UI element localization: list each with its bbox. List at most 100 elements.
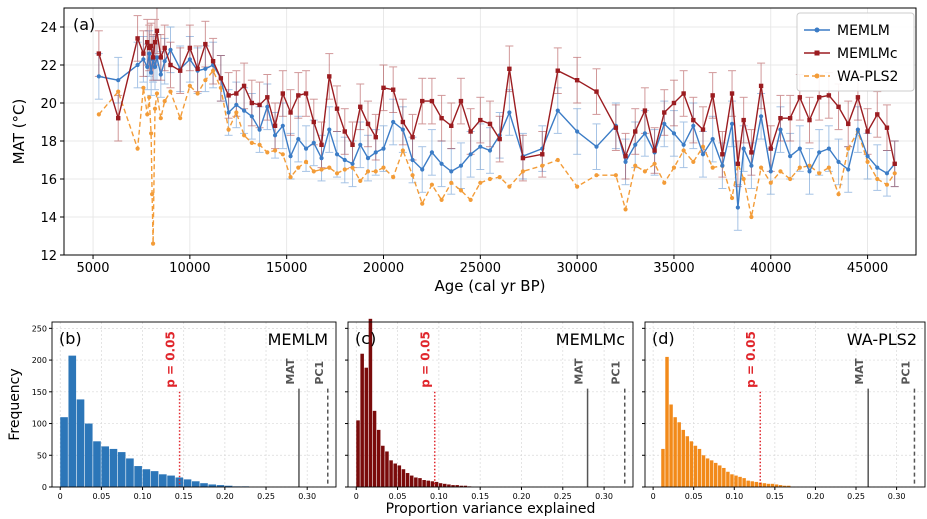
histogram-bar	[697, 448, 702, 487]
data-point	[478, 117, 483, 123]
data-point	[296, 137, 301, 142]
data-point	[96, 112, 101, 117]
data-point	[540, 163, 545, 168]
data-point	[875, 176, 880, 182]
data-point	[226, 93, 231, 98]
data-point	[642, 108, 648, 113]
histogram-bar	[463, 485, 468, 487]
data-point	[807, 169, 812, 174]
x-tick-label: 0.30	[298, 492, 316, 501]
y-tick-label: 16	[40, 173, 57, 188]
data-point	[234, 102, 239, 107]
data-point	[855, 127, 861, 132]
histogram-bar	[381, 445, 385, 487]
data-point	[846, 121, 851, 127]
data-point	[816, 95, 822, 100]
data-point	[373, 169, 378, 174]
x-tick-label: 45000	[847, 261, 888, 276]
data-point	[575, 129, 580, 134]
data-point	[334, 152, 340, 157]
reference-line-label: PC1	[899, 361, 912, 385]
data-point	[147, 95, 152, 100]
histogram-bar	[101, 446, 110, 487]
histogram-bar	[430, 481, 435, 487]
data-point	[145, 112, 150, 117]
x-tick-label: 0.05	[389, 492, 407, 501]
data-point	[633, 142, 638, 147]
data-point	[342, 129, 347, 134]
reference-line-label: MAT	[284, 358, 297, 385]
x-tick-label: 20000	[363, 261, 404, 276]
plot-frame	[347, 321, 634, 488]
data-point	[257, 142, 262, 147]
histogram-bar	[418, 478, 422, 487]
data-point	[135, 146, 140, 151]
data-point	[116, 89, 121, 94]
data-point	[865, 154, 870, 159]
histogram-bar	[167, 475, 175, 487]
data-point	[797, 95, 803, 100]
data-point	[846, 167, 851, 172]
histogram-bar	[76, 399, 85, 487]
data-point	[327, 74, 332, 79]
data-point	[420, 98, 425, 104]
data-point	[168, 62, 173, 68]
data-point	[365, 121, 371, 127]
x-tick-label: 0.05	[685, 492, 703, 501]
data-point	[288, 154, 293, 159]
histogram-bar	[754, 481, 759, 487]
data-point	[327, 165, 332, 170]
data-point	[162, 99, 167, 104]
data-point	[555, 157, 560, 163]
data-point	[478, 180, 483, 185]
histogram-bar	[722, 467, 726, 487]
histogram-bar	[397, 465, 402, 487]
data-point	[855, 95, 861, 100]
data-point	[381, 146, 386, 151]
data-point	[741, 176, 746, 182]
data-point	[741, 117, 746, 123]
reference-line-label: PC1	[610, 361, 623, 385]
data-point	[439, 161, 444, 166]
reference-line-label: MAT	[853, 358, 866, 385]
data-point	[135, 62, 140, 68]
data-point	[400, 148, 405, 153]
reference-line-label: PC1	[313, 361, 326, 385]
histogram-bar	[364, 367, 369, 487]
data-point	[468, 129, 473, 134]
legend-entry: MEMLMc	[837, 46, 898, 62]
data-point	[141, 85, 146, 90]
data-point	[311, 169, 316, 174]
data-point	[439, 197, 444, 202]
data-point	[720, 163, 725, 168]
data-point	[662, 121, 667, 126]
data-point	[749, 163, 754, 168]
data-point	[487, 148, 493, 153]
data-point	[265, 104, 270, 109]
data-point	[272, 133, 278, 138]
histogram-bar	[701, 455, 706, 487]
data-point	[458, 163, 464, 168]
x-tick-label: 0.10	[134, 492, 152, 501]
data-point	[203, 41, 208, 47]
histogram-bar	[409, 475, 414, 487]
x-tick-label: 35000	[653, 261, 694, 276]
x-tick-label: 0.20	[807, 492, 825, 501]
data-point	[280, 152, 285, 157]
histogram-bars	[661, 356, 791, 487]
data-point	[729, 91, 735, 96]
y-tick-label: 200	[32, 356, 47, 365]
data-point	[303, 91, 309, 96]
panel-label: (b)	[59, 329, 82, 348]
histogram-bar	[778, 485, 783, 487]
data-point	[145, 64, 150, 69]
data-point	[211, 68, 216, 73]
data-point	[691, 123, 696, 128]
series-line-MEMLMc	[98, 30, 896, 164]
data-point	[807, 117, 812, 123]
data-point	[350, 165, 355, 170]
legend-entry: WA-PLS2	[837, 69, 898, 85]
data-point	[710, 137, 715, 142]
histogram-bar	[758, 482, 763, 487]
data-point	[391, 175, 396, 180]
